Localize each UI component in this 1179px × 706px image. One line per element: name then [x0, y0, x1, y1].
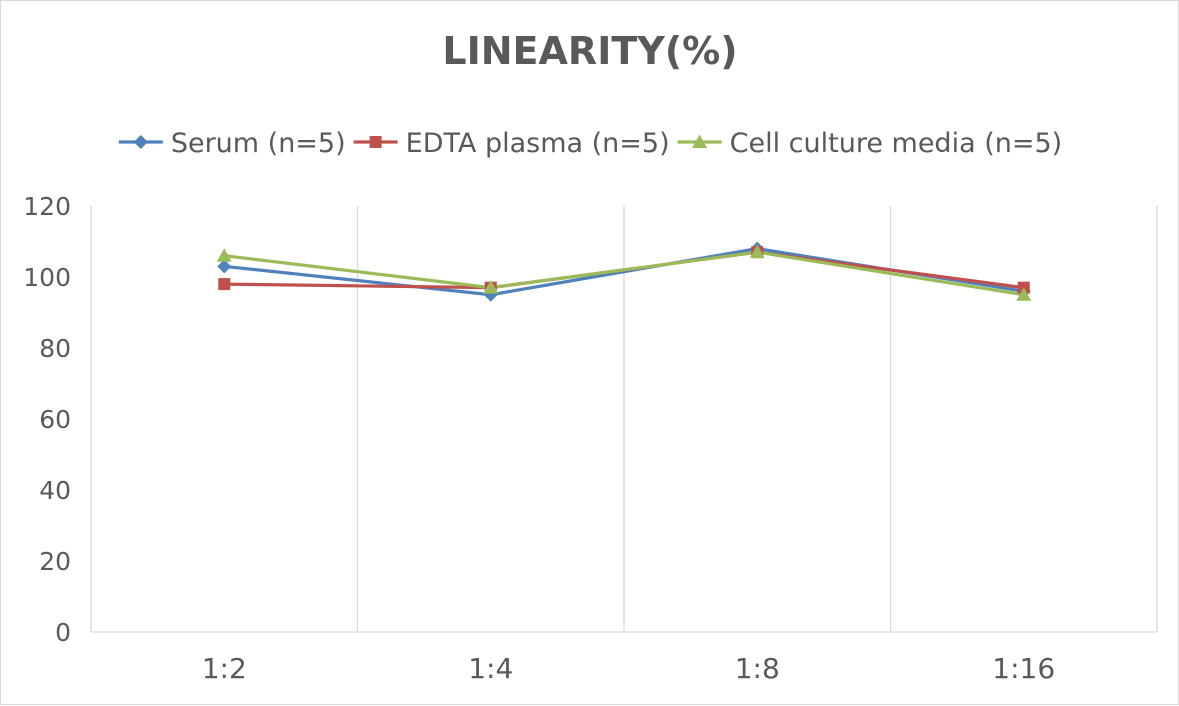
x-tick-label: 1:8 [735, 652, 780, 685]
data-point-series-1 [218, 278, 231, 291]
y-axis-ticks: 0 20 40 60 80 100 120 [23, 192, 71, 647]
legend: Serum (n=5) EDTA plasma (n=5) Cell culture… [118, 128, 1063, 159]
y-tick-label: 80 [39, 334, 71, 363]
chart-title: LINEARITY(%) [442, 29, 737, 73]
x-tick-label: 1:16 [992, 652, 1055, 685]
y-tick-label: 20 [39, 547, 71, 576]
legend-item: EDTA plasma (n=5) [353, 128, 670, 159]
x-tick-label: 1:2 [202, 652, 247, 685]
legend-label: Cell culture media (n=5) [730, 128, 1063, 159]
series-markers [216, 241, 1032, 302]
legend-marker [692, 134, 708, 148]
legend-marker [133, 135, 148, 149]
legend-label: EDTA plasma (n=5) [406, 128, 670, 159]
data-point-series-2 [1016, 287, 1032, 301]
data-point-series-2 [216, 248, 232, 262]
y-tick-label: 120 [23, 192, 71, 221]
y-tick-label: 100 [23, 263, 71, 292]
y-tick-label: 40 [39, 476, 71, 505]
gridlines [90, 206, 1158, 632]
legend-label: Serum (n=5) [171, 128, 346, 159]
series-line-2 [224, 250, 1025, 297]
legend-item: Serum (n=5) [118, 128, 346, 159]
data-point-series-2 [749, 244, 765, 259]
legend-item: Cell culture media (n=5) [677, 128, 1063, 159]
series-lines [224, 247, 1025, 297]
y-tick-label: 0 [55, 618, 71, 647]
data-point-series-0 [217, 259, 232, 274]
y-tick-label: 60 [39, 405, 71, 434]
data-point-series-2 [483, 280, 499, 294]
legend-marker [369, 136, 382, 148]
x-axis-ticks: 1:2 1:4 1:8 1:16 [202, 652, 1055, 685]
x-tick-label: 1:4 [468, 652, 513, 685]
